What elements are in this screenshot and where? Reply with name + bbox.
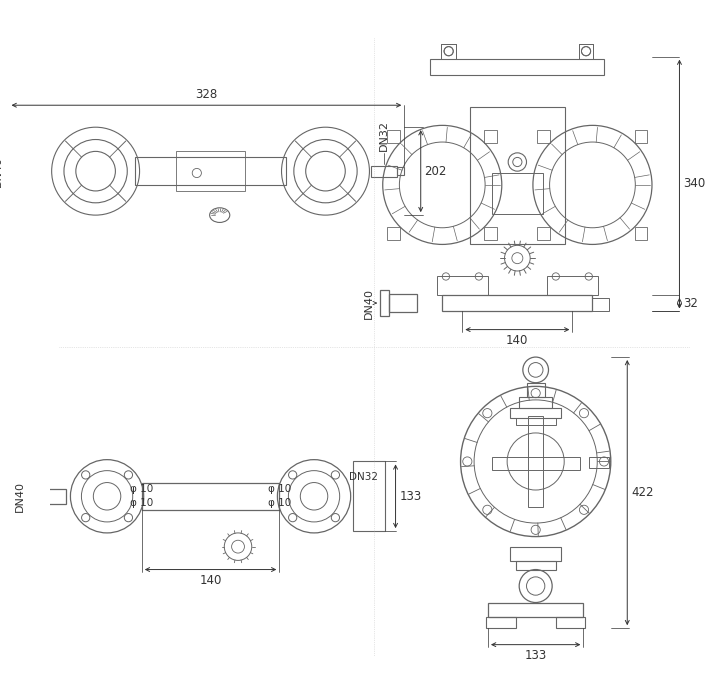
Bar xyxy=(135,158,286,185)
Bar xyxy=(437,276,488,295)
Bar xyxy=(470,107,565,244)
Bar xyxy=(510,547,562,561)
Bar xyxy=(40,489,66,504)
Text: φ 10: φ 10 xyxy=(130,498,154,509)
Bar xyxy=(441,44,456,58)
Text: DN40: DN40 xyxy=(0,155,3,187)
Text: 140: 140 xyxy=(199,574,222,587)
Bar xyxy=(442,295,593,312)
Bar xyxy=(588,457,609,468)
Text: 422: 422 xyxy=(631,486,654,499)
Bar xyxy=(515,418,556,425)
Bar xyxy=(492,457,580,470)
Bar xyxy=(372,166,397,177)
Text: 340: 340 xyxy=(683,178,705,190)
Text: 140: 140 xyxy=(506,335,528,347)
Bar xyxy=(635,130,647,143)
Bar xyxy=(593,298,609,312)
Bar xyxy=(18,164,47,178)
Bar xyxy=(635,227,647,240)
Text: DN40: DN40 xyxy=(15,481,25,511)
Bar xyxy=(519,398,552,408)
Text: DN32: DN32 xyxy=(349,473,378,482)
Bar xyxy=(547,276,598,295)
Text: DN32: DN32 xyxy=(379,120,389,151)
Bar xyxy=(397,167,404,175)
Bar xyxy=(579,44,593,58)
Bar xyxy=(441,44,456,58)
Bar xyxy=(387,130,400,143)
Text: φ 10: φ 10 xyxy=(130,484,154,494)
Bar xyxy=(142,482,279,510)
Text: DN40: DN40 xyxy=(364,287,374,319)
Text: 202: 202 xyxy=(425,164,447,178)
Text: 133: 133 xyxy=(525,649,547,662)
Text: 328: 328 xyxy=(195,87,218,101)
Bar xyxy=(537,227,550,240)
Bar xyxy=(484,227,497,240)
Bar xyxy=(484,130,497,143)
Bar xyxy=(352,462,384,531)
Bar xyxy=(492,173,543,214)
Bar xyxy=(9,159,18,183)
Bar xyxy=(389,294,417,312)
Text: φ 10: φ 10 xyxy=(267,484,291,494)
Bar xyxy=(486,617,515,628)
Bar xyxy=(537,130,550,143)
Bar xyxy=(387,227,400,240)
Bar xyxy=(380,290,389,316)
Bar xyxy=(556,617,585,628)
Text: 32: 32 xyxy=(683,296,698,310)
Text: 133: 133 xyxy=(399,490,421,502)
Bar xyxy=(430,58,604,75)
Bar xyxy=(488,602,584,617)
Bar xyxy=(176,151,245,192)
Bar xyxy=(527,382,545,398)
Bar xyxy=(579,44,593,58)
Bar xyxy=(528,416,543,507)
Bar xyxy=(31,484,40,508)
Bar xyxy=(515,561,556,570)
Text: φ 10: φ 10 xyxy=(267,498,291,509)
Bar xyxy=(510,408,562,418)
